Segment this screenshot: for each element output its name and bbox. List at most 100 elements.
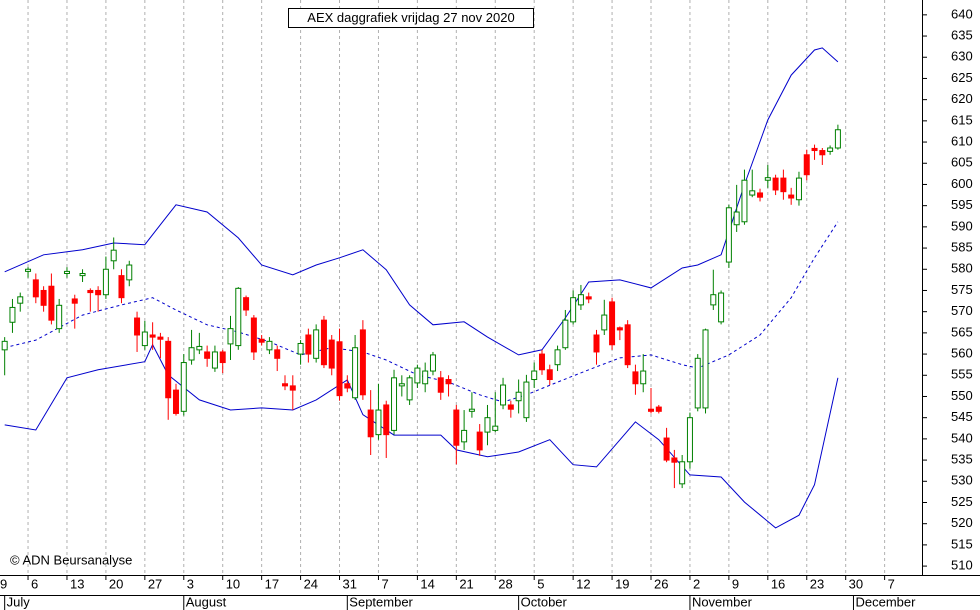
candle-body <box>172 389 179 414</box>
x-tick-label: 2 <box>693 576 700 591</box>
candle-body <box>663 437 670 461</box>
x-tick-label: 10 <box>226 576 240 591</box>
candle-body <box>32 279 39 298</box>
chart-title: AEX daggrafiek vrijdag 27 nov 2020 <box>307 10 514 25</box>
candle-body <box>749 190 756 196</box>
candle-body <box>601 314 608 331</box>
candle-body <box>538 353 545 371</box>
footnote: © ADN Beursanalyse <box>10 552 132 567</box>
candle-body <box>266 340 273 351</box>
candle-body <box>733 211 740 226</box>
candle-body <box>686 417 693 463</box>
candle-body <box>679 461 686 485</box>
y-tick-label: 605 <box>951 155 973 170</box>
x-tick-label: 20 <box>109 576 123 591</box>
y-tick-label: 590 <box>951 218 973 233</box>
candle-body <box>570 297 577 323</box>
x-tick-label: 28 <box>498 576 512 591</box>
candle-body <box>289 385 296 391</box>
x-tick-label: 31 <box>343 576 357 591</box>
candle-body <box>235 287 242 347</box>
y-tick-label: 535 <box>951 452 973 467</box>
candle-body <box>141 331 148 347</box>
candle-body <box>25 268 32 272</box>
candle-body <box>118 275 125 299</box>
candle-body <box>258 338 265 343</box>
candle-body <box>718 292 725 323</box>
candle-body <box>577 294 584 306</box>
x-tick-label: 7 <box>888 576 895 591</box>
candle-body <box>803 154 810 176</box>
candle-body <box>437 377 444 393</box>
x-tick-label: 9 <box>732 576 739 591</box>
x-tick-label: 5 <box>537 576 544 591</box>
candle-body <box>297 342 304 355</box>
y-tick-label: 530 <box>951 473 973 488</box>
x-tick-label: 17 <box>265 576 279 591</box>
candle-body <box>492 425 499 431</box>
candle-body <box>422 370 429 385</box>
x-tick-label: 27 <box>148 576 162 591</box>
candle-body <box>305 334 312 355</box>
x-tick-label: 26 <box>654 576 668 591</box>
candle-body <box>655 406 662 412</box>
y-tick-label: 560 <box>951 346 973 361</box>
candle-body <box>87 289 94 294</box>
candle-body <box>414 367 421 384</box>
candle-body <box>702 329 709 409</box>
x-tick-label: 19 <box>615 576 629 591</box>
y-tick-label: 570 <box>951 303 973 318</box>
candle-body <box>79 273 86 277</box>
candle-body <box>468 408 475 412</box>
candle-body <box>445 379 452 385</box>
candle-body <box>126 264 133 281</box>
x-tick-label: 7 <box>381 576 388 591</box>
candle-body <box>149 334 156 338</box>
candle-body <box>741 179 748 223</box>
candle-body <box>250 317 257 353</box>
candle-body <box>562 319 569 349</box>
candle-body <box>180 362 187 412</box>
candle-body <box>196 345 203 351</box>
candle-body <box>764 177 771 181</box>
y-tick-label: 520 <box>951 515 973 530</box>
candle-body <box>585 296 592 300</box>
y-tick-label: 540 <box>951 430 973 445</box>
candle-body <box>515 391 522 402</box>
candle-body <box>406 377 413 401</box>
candle-body <box>165 340 172 399</box>
x-tick-label: 30 <box>849 576 863 591</box>
candle-body <box>648 408 655 412</box>
y-tick-label: 640 <box>951 6 973 21</box>
candle-body <box>157 336 164 340</box>
x-tick-label: 6 <box>31 576 38 591</box>
candle-body <box>523 381 530 419</box>
y-tick-label: 610 <box>951 133 973 148</box>
candle-body <box>328 339 335 369</box>
candle-body <box>134 317 141 336</box>
candle-body <box>243 297 250 311</box>
candle-body <box>624 324 631 366</box>
candle-body <box>609 301 616 346</box>
x-tick-label: 14 <box>420 576 434 591</box>
candle-body <box>313 329 320 359</box>
y-tick-label: 595 <box>951 197 973 212</box>
candle-body <box>507 404 514 410</box>
candle-body <box>48 285 55 321</box>
candle-body <box>227 328 234 345</box>
y-tick-label: 550 <box>951 388 973 403</box>
candle-body <box>616 327 623 331</box>
candle-body <box>336 341 343 397</box>
candle-body <box>710 294 717 306</box>
candle-body <box>476 431 483 451</box>
x-tick-label: 21 <box>459 576 473 591</box>
candle-body <box>725 207 732 263</box>
y-tick-label: 525 <box>951 494 973 509</box>
y-tick-label: 615 <box>951 112 973 127</box>
candle-body <box>204 351 211 359</box>
x-tick-label: 12 <box>576 576 590 591</box>
candle-body <box>274 349 281 359</box>
candle-body <box>484 417 491 433</box>
candle-body <box>500 384 507 406</box>
candle-body <box>429 354 436 372</box>
